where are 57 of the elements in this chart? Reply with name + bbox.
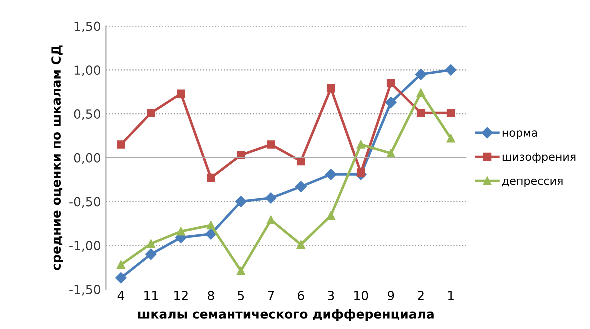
- point: [446, 64, 457, 76]
- x-tick-label: 11: [144, 291, 158, 300]
- point: [266, 216, 276, 224]
- point: [296, 240, 306, 249]
- point: [446, 134, 456, 143]
- point: [236, 196, 247, 208]
- point: [416, 88, 426, 98]
- point: [416, 109, 426, 118]
- point: [146, 248, 157, 260]
- x-axis-title: шкалы семантического дифференциала: [138, 309, 434, 322]
- point: [356, 140, 366, 149]
- point: [177, 227, 186, 236]
- x-tick-label: 7: [268, 291, 274, 300]
- y-tick-label: 0,00: [74, 153, 101, 164]
- point: [326, 168, 337, 180]
- point: [416, 68, 427, 80]
- point: [326, 212, 336, 220]
- legend-label: шизофрения: [502, 152, 576, 164]
- legend-label: депрессия: [502, 178, 563, 188]
- point: [207, 174, 216, 182]
- y-tick-label: -0,50: [70, 197, 101, 208]
- x-tick-label: 6: [298, 291, 304, 301]
- point: [117, 260, 126, 270]
- x-tick-label: 5: [238, 291, 244, 301]
- y-tick-label: 1,00: [74, 66, 101, 76]
- point: [266, 192, 277, 204]
- x-tick-label: 1: [448, 291, 454, 300]
- point: [147, 240, 156, 248]
- point: [446, 109, 456, 118]
- x-tick-label: 12: [174, 291, 188, 300]
- y-tick-label: 0,50: [74, 110, 101, 120]
- x-tick-label: 2: [418, 291, 424, 300]
- x-tick-label: 4: [118, 291, 124, 300]
- point: [386, 79, 396, 88]
- point: [206, 228, 217, 240]
- x-tick-label: 3: [328, 291, 334, 301]
- point: [147, 109, 156, 118]
- point: [266, 140, 276, 149]
- y-tick-label: -1,50: [70, 284, 101, 296]
- y-tick-label: -1,00: [70, 241, 101, 252]
- point: [236, 151, 246, 160]
- legend-label: норма: [502, 130, 538, 140]
- point: [117, 140, 126, 149]
- y-axis-title: средние оценки по шкалам СД: [52, 46, 64, 270]
- point: [326, 84, 336, 93]
- point: [356, 168, 366, 177]
- x-tick-label: 8: [208, 291, 214, 301]
- point: [236, 266, 246, 276]
- point: [207, 221, 216, 230]
- x-tick-label: 10: [354, 291, 368, 301]
- point: [386, 97, 397, 108]
- x-tick-label: 9: [388, 291, 394, 301]
- point: [296, 181, 307, 192]
- point: [177, 90, 186, 98]
- point: [116, 272, 127, 284]
- point: [386, 149, 396, 158]
- y-tick-label: 1,50: [74, 22, 101, 33]
